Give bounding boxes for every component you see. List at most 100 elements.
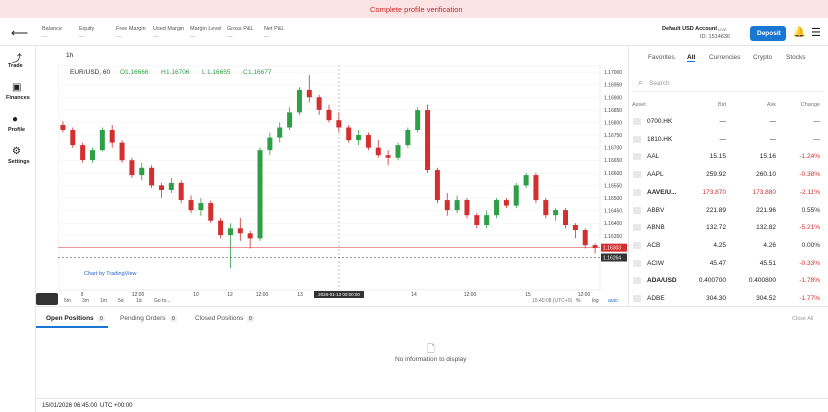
positions-tab[interactable]: Closed Positions: [195, 315, 244, 322]
candle-body: [395, 145, 401, 158]
metric-label: Balance: [42, 26, 62, 32]
positions-tab[interactable]: Pending Orders: [120, 315, 166, 322]
deposit-button[interactable]: [750, 26, 786, 41]
search-placeholder[interactable]: Search: [649, 80, 670, 87]
asset-name[interactable]: ADBE: [647, 295, 665, 302]
watchlist-tab[interactable]: Currencies: [709, 54, 741, 61]
ohlc-label: C: [243, 69, 248, 76]
candle-body: [316, 97, 322, 110]
quote-cell: -1.24%: [799, 153, 820, 161]
nav-icon[interactable]: ⚙: [12, 146, 21, 157]
asset-name[interactable]: ABNB: [647, 224, 665, 232]
candle-body: [582, 230, 588, 246]
candle-body: [503, 200, 509, 206]
x-tick-label: 13: [297, 292, 303, 298]
nav-icon[interactable]: ▣: [12, 82, 22, 93]
bell-icon[interactable]: 🔔: [793, 27, 806, 38]
asset-icon: [633, 118, 641, 125]
deposit-label[interactable]: Deposit: [757, 30, 781, 37]
footer-timezone[interactable]: UTC +00:00: [100, 403, 133, 409]
asset-name[interactable]: 1810.HK: [647, 135, 673, 143]
nav-label[interactable]: Profile: [8, 127, 26, 133]
collapse-button[interactable]: [36, 293, 58, 305]
metric-label: Gross P&L: [227, 26, 254, 32]
asset-name[interactable]: AAL: [647, 153, 660, 161]
quote-cell: -2.11%: [799, 188, 820, 196]
price-tag: [601, 253, 627, 262]
quote-cell: —: [719, 118, 727, 125]
quote-cell: 221.96: [756, 206, 776, 214]
range-button[interactable]: 3m: [82, 298, 89, 304]
asset-icon: [633, 153, 641, 161]
chart: 1.17000 1.16950 1.16900 1.16850 1.16800 1.167…: [58, 65, 627, 298]
quote-cell: 0.400700: [698, 277, 726, 285]
candle-body: [158, 185, 164, 190]
watchlist-tab[interactable]: Stocks: [786, 54, 806, 61]
asset-name[interactable]: AAVE/U...: [647, 188, 677, 196]
clock: 15:40:08 (UTC+0): [532, 298, 573, 304]
candle-body: [533, 175, 539, 201]
watchlist-tab[interactable]: All: [687, 54, 696, 62]
asset-icon: [633, 188, 641, 196]
quote-cell: 132.72: [706, 224, 726, 232]
candle-body: [346, 127, 352, 141]
candle-body: [109, 130, 115, 143]
scale-option[interactable]: log: [592, 298, 599, 304]
asset-name[interactable]: ADA/USD: [647, 277, 677, 285]
banner-text[interactable]: Complete profile verification: [370, 5, 463, 14]
quote-cell: 15.15: [709, 153, 726, 161]
asset-icon: [633, 135, 641, 143]
range-button[interactable]: 5d: [118, 298, 124, 304]
quote-cell: -1.77%: [799, 295, 820, 302]
asset-name[interactable]: ABBV: [647, 206, 665, 214]
range-button[interactable]: 1d: [136, 298, 142, 304]
candle-body: [326, 109, 332, 121]
quote-cell: 260.10: [756, 171, 776, 179]
watermark: Chart by TradingView: [84, 271, 137, 277]
nav-icon[interactable]: ●: [12, 114, 19, 125]
asset-name[interactable]: AAPL: [647, 171, 664, 179]
x-tick-label: 10: [193, 292, 199, 298]
menu-icon[interactable]: ☰: [811, 27, 821, 39]
scale-option[interactable]: %: [576, 298, 581, 304]
symbol: EUR/USD, 60: [70, 69, 111, 76]
range-button[interactable]: 6m: [64, 298, 71, 304]
scale-option[interactable]: auto: [608, 298, 618, 304]
candle-body: [60, 124, 66, 131]
close-all[interactable]: Close All: [792, 316, 814, 322]
quote-cell: -1.78%: [799, 277, 820, 285]
search-box[interactable]: [634, 75, 824, 92]
positions-tab[interactable]: Open Positions: [46, 315, 94, 322]
asset-name[interactable]: ACIW: [647, 259, 664, 267]
candle-body: [198, 203, 204, 211]
quote-cell: 45.47: [709, 259, 726, 267]
asset-name[interactable]: ACB: [647, 241, 661, 249]
back-arrow[interactable]: ⟵: [11, 26, 29, 40]
ohlc-label: H: [161, 69, 166, 76]
quote-cell: 0.55%: [801, 206, 820, 214]
range-button[interactable]: Go to...: [154, 298, 171, 304]
quote-cell: 173.880: [752, 188, 777, 196]
candle-body: [543, 200, 549, 216]
quote-cell: —: [769, 118, 777, 125]
quote-cell: 304.30: [706, 295, 726, 302]
asset-name[interactable]: 0700.HK: [647, 118, 673, 125]
range-button[interactable]: 1m: [100, 298, 107, 304]
nav-label[interactable]: Trade: [8, 63, 23, 69]
nav-label[interactable]: Finances: [6, 95, 30, 101]
column-header: Bid: [718, 102, 726, 108]
asset-icon: [633, 277, 641, 285]
watchlist-tab[interactable]: Crypto: [753, 54, 773, 61]
interval[interactable]: 1h: [66, 52, 74, 59]
quote-cell: -5.21%: [799, 224, 820, 232]
quote-cell: 45.51: [759, 259, 776, 267]
y-tick-label: 1.16500: [604, 196, 622, 202]
banner[interactable]: [0, 0, 828, 18]
watchlist-tab[interactable]: Favorites: [648, 54, 675, 61]
divider: [35, 306, 828, 307]
price-tag-label: 1.16303: [603, 246, 621, 252]
nav-label[interactable]: Settings: [8, 159, 30, 165]
nav-icon[interactable]: ⤴: [12, 54, 22, 65]
metric-value: —: [116, 34, 122, 40]
